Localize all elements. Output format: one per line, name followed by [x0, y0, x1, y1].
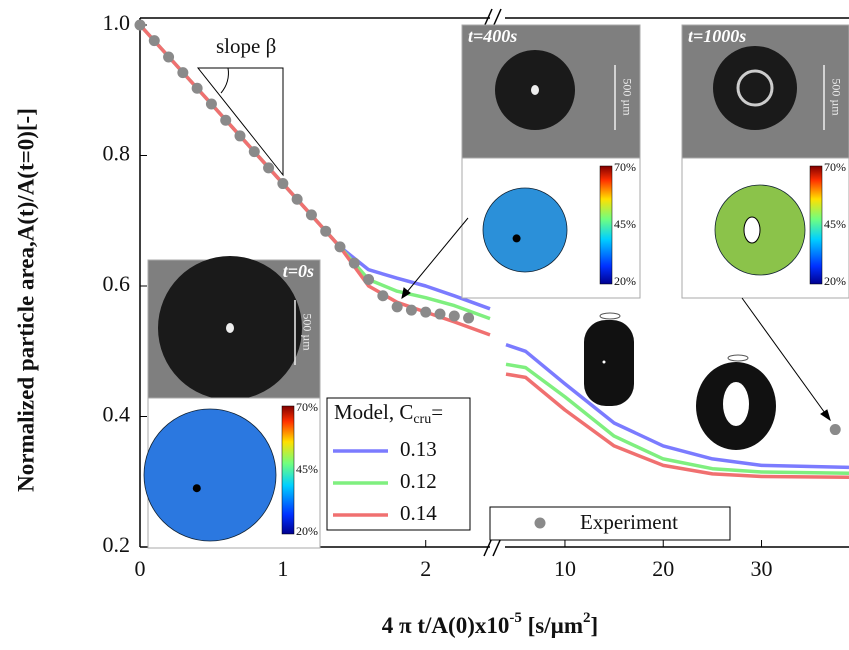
simulated-particle: [144, 409, 276, 541]
experiment-point: [420, 307, 431, 318]
experiment-point: [363, 274, 374, 285]
colorbar-label: 45%: [614, 217, 636, 231]
legend-title-part: Model, C: [334, 400, 413, 424]
inset-time: t=0s: [283, 261, 314, 281]
y-tick-label: 1.0: [103, 10, 131, 35]
experiment-point: [830, 424, 841, 435]
experiment-point: [335, 241, 346, 252]
colorbar-label: 70%: [614, 160, 636, 174]
x-tick-label: 1: [277, 556, 288, 581]
legend-title-part: =: [431, 400, 443, 424]
y-tick-label: 0.8: [103, 141, 131, 166]
x-tick-label: 30: [751, 556, 773, 581]
colorbar: [282, 406, 294, 534]
scale-label: 500 µm: [300, 313, 314, 351]
experiment-point: [406, 305, 417, 316]
particle-3d: [584, 313, 776, 450]
colorbar: [600, 166, 612, 284]
simulated-hole: [744, 217, 760, 243]
y-tick-label: 0.6: [103, 271, 131, 296]
experiment-point: [292, 194, 303, 205]
scale-label: 500 µm: [620, 78, 634, 116]
experiment-point: [177, 67, 188, 78]
legend-marker: [535, 518, 546, 529]
experiment-point: [306, 209, 317, 220]
particle-core: [226, 323, 234, 333]
colorbar-label: 20%: [824, 274, 846, 288]
experiment-point: [192, 83, 203, 94]
x-label-sup: 2: [583, 610, 591, 626]
slope-label: slope β: [216, 34, 276, 58]
x-label-part: ]: [591, 613, 599, 638]
experiment-point: [249, 146, 260, 157]
simulated-particle: [483, 188, 567, 272]
inset-time: t=1000s: [688, 26, 746, 46]
y-tick-label: 0.2: [103, 532, 131, 557]
x-label-part: [s/µm: [522, 613, 583, 638]
y-axis-label: Normalized particle area,A(t)/A(t=0)[-]: [13, 108, 38, 492]
experiment-point: [463, 312, 474, 323]
scale-label: 500 µm: [829, 78, 843, 116]
experiment-point: [435, 309, 446, 320]
experiment-point: [206, 98, 217, 109]
x-tick-label: 2: [420, 556, 431, 581]
inset-time: t=400s: [468, 26, 517, 46]
x-label-part: 4 π t/A(0)x10: [382, 613, 510, 638]
experiment-point: [320, 226, 331, 237]
simulated-pole: [193, 484, 201, 492]
colorbar-label: 70%: [296, 400, 318, 414]
particle: [713, 46, 797, 130]
legend-label: 0.14: [400, 501, 437, 525]
chart: slope β 4 π t/A(0)x10-5 [s/µm2] Normaliz…: [0, 0, 849, 650]
colorbar-label: 45%: [296, 462, 318, 476]
x-tick-label: 20: [652, 556, 674, 581]
experiment-point: [392, 301, 403, 312]
colorbar-label: 20%: [614, 274, 636, 288]
experiment-point: [135, 20, 146, 31]
experiment-point: [263, 162, 274, 173]
x-tick-label: 10: [554, 556, 576, 581]
legend: Model, Ccru= 0.13 0.12 0.14 Experiment: [327, 398, 730, 540]
legend-label: 0.12: [400, 469, 437, 493]
inset: 500 µm t=0s 70% 45% 20%: [144, 256, 320, 548]
experiment-point: [235, 130, 246, 141]
experiment-point: [349, 258, 360, 269]
experiment-point: [163, 51, 174, 62]
legend-label: Experiment: [580, 510, 678, 534]
colorbar: [810, 166, 822, 284]
particle-core: [531, 85, 539, 95]
inset: 500 µm t=400s 70% 45% 20%: [462, 25, 640, 298]
experiment-point: [277, 178, 288, 189]
experiment-point: [377, 290, 388, 301]
experiment-point: [220, 115, 231, 126]
x-label-sup: -5: [509, 610, 522, 626]
legend-label: 0.13: [400, 437, 437, 461]
experiment-point: [149, 35, 160, 46]
y-tick-label: 0.4: [103, 402, 131, 427]
simulated-pole: [513, 234, 521, 242]
x-axis-label: 4 π t/A(0)x10-5 [s/µm2]: [382, 610, 598, 638]
colorbar-label: 70%: [824, 160, 846, 174]
colorbar-label: 20%: [296, 524, 318, 538]
legend-title-sub: cru: [413, 412, 431, 427]
x-tick-label: 0: [135, 556, 146, 581]
inset: 500 µm t=1000s 70% 45% 20%: [682, 25, 849, 298]
experiment-point: [449, 311, 460, 322]
colorbar-label: 45%: [824, 217, 846, 231]
